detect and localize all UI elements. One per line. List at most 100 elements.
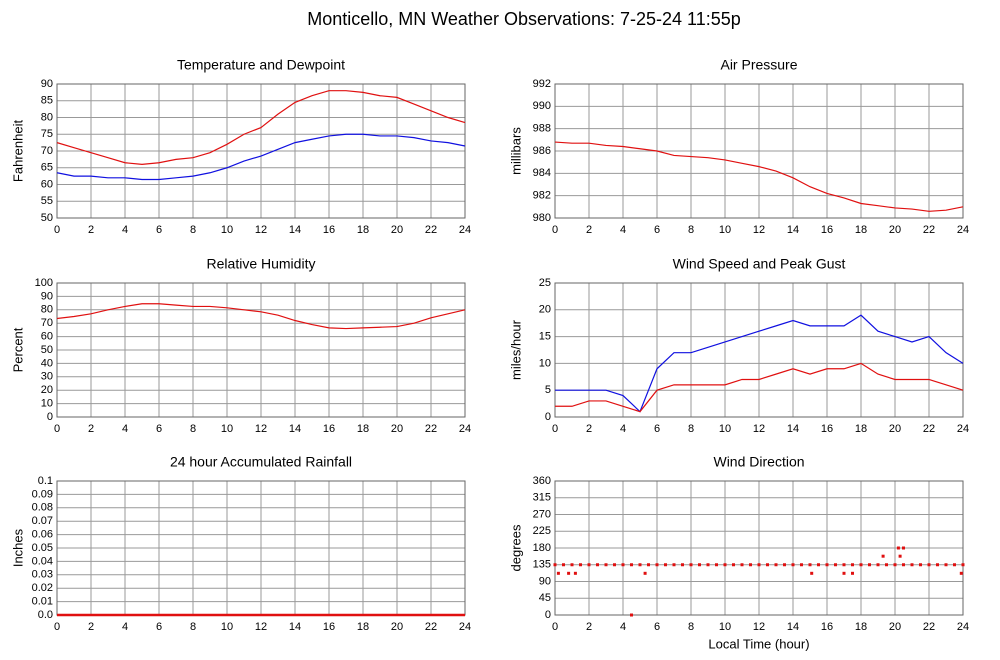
point <box>825 563 829 567</box>
y-tick-label: 0.1 <box>38 475 53 487</box>
x-tick-label: 22 <box>923 621 935 633</box>
y-tick-label: 85 <box>41 95 53 107</box>
series-line <box>555 314 964 413</box>
point <box>919 563 922 567</box>
x-tick-label: 14 <box>289 621 301 633</box>
y-tick-label: 0.08 <box>32 502 53 514</box>
point <box>902 546 905 550</box>
x-tick-label: 20 <box>391 224 403 236</box>
y-tick-label: 986 <box>533 145 551 157</box>
x-tick-label: 20 <box>391 423 403 435</box>
y-tick-label: 984 <box>533 167 551 179</box>
y-tick-label: 15 <box>539 331 551 343</box>
y-tick-label: 360 <box>533 475 551 487</box>
y-tick-label: 20 <box>539 304 551 316</box>
x-tick-label: 10 <box>719 621 731 633</box>
x-tick-label: 12 <box>255 423 267 435</box>
y-tick-label: 0.04 <box>32 555 53 567</box>
x-tick-label: 6 <box>156 423 162 435</box>
point <box>643 571 647 575</box>
x-tick-label: 14 <box>289 224 301 236</box>
y-tick-label: 80 <box>41 111 53 123</box>
point <box>810 571 814 575</box>
point <box>681 563 684 567</box>
x-tick-label: 16 <box>323 621 335 633</box>
point <box>885 563 888 567</box>
point <box>961 563 965 567</box>
x-tick-label: 0 <box>552 621 558 633</box>
point <box>783 563 786 567</box>
x-tick-label: 0 <box>552 224 558 236</box>
x-tick-label: 22 <box>923 423 935 435</box>
x-tick-label: 0 <box>552 423 558 435</box>
y-tick-label: 0 <box>47 411 53 423</box>
y-axis-label: millibars <box>508 127 523 175</box>
y-tick-label: 180 <box>533 542 551 554</box>
y-tick-label: 992 <box>533 78 551 90</box>
y-tick-label: 5 <box>545 384 551 396</box>
point <box>808 563 812 567</box>
y-tick-label: 0.09 <box>32 488 53 500</box>
point <box>851 563 854 567</box>
chart-title: Air Pressure <box>720 57 797 73</box>
x-tick-label: 12 <box>255 621 267 633</box>
y-tick-label: 100 <box>35 277 53 289</box>
y-tick-label: 90 <box>539 575 551 587</box>
y-tick-label: 90 <box>41 78 53 90</box>
point <box>834 563 837 567</box>
x-tick-label: 14 <box>787 423 799 435</box>
point <box>647 563 650 567</box>
y-tick-label: 80 <box>41 304 53 316</box>
point <box>944 563 948 567</box>
x-tick-label: 0 <box>54 621 60 633</box>
y-tick-label: 0.05 <box>32 542 53 554</box>
x-tick-label: 18 <box>855 621 867 633</box>
x-tick-label: 8 <box>688 621 694 633</box>
x-tick-label: 12 <box>753 423 765 435</box>
point <box>723 563 727 567</box>
point <box>630 613 633 617</box>
x-tick-label: 8 <box>688 224 694 236</box>
y-tick-label: 10 <box>539 357 551 369</box>
y-axis-label: degrees <box>508 524 523 571</box>
plot-frame <box>56 282 466 418</box>
point <box>910 563 914 567</box>
x-tick-label: 18 <box>357 224 369 236</box>
x-tick-label: 10 <box>221 423 233 435</box>
x-tick-label: 24 <box>957 224 969 236</box>
y-axis-label: Percent <box>10 327 25 372</box>
point <box>706 563 710 567</box>
y-tick-label: 0.02 <box>32 582 53 594</box>
y-axis-label: Inches <box>10 528 25 567</box>
y-tick-label: 982 <box>533 190 551 202</box>
series-line <box>56 303 466 330</box>
point <box>613 563 616 567</box>
point <box>959 571 963 575</box>
point <box>876 563 880 567</box>
x-tick-label: 12 <box>255 224 267 236</box>
x-tick-label: 24 <box>459 423 471 435</box>
point <box>842 571 846 575</box>
y-tick-label: 0.03 <box>32 569 53 581</box>
x-tick-label: 10 <box>221 224 233 236</box>
x-tick-label: 6 <box>156 224 162 236</box>
series-line <box>555 362 964 413</box>
y-tick-label: 50 <box>41 344 53 356</box>
point <box>868 563 871 567</box>
x-tick-label: 24 <box>459 621 471 633</box>
y-axis-label: Fahrenheit <box>10 120 25 183</box>
x-tick-label: 18 <box>357 621 369 633</box>
x-tick-label: 4 <box>122 224 128 236</box>
x-tick-label: 6 <box>156 621 162 633</box>
x-tick-label: 20 <box>889 423 901 435</box>
x-tick-label: 4 <box>122 423 128 435</box>
y-tick-label: 0 <box>545 609 551 621</box>
point <box>664 563 667 567</box>
y-tick-label: 0 <box>545 411 551 423</box>
x-tick-label: 22 <box>425 423 437 435</box>
x-tick-label: 8 <box>190 621 196 633</box>
x-tick-label: 18 <box>855 423 867 435</box>
y-tick-label: 0.06 <box>32 529 53 541</box>
